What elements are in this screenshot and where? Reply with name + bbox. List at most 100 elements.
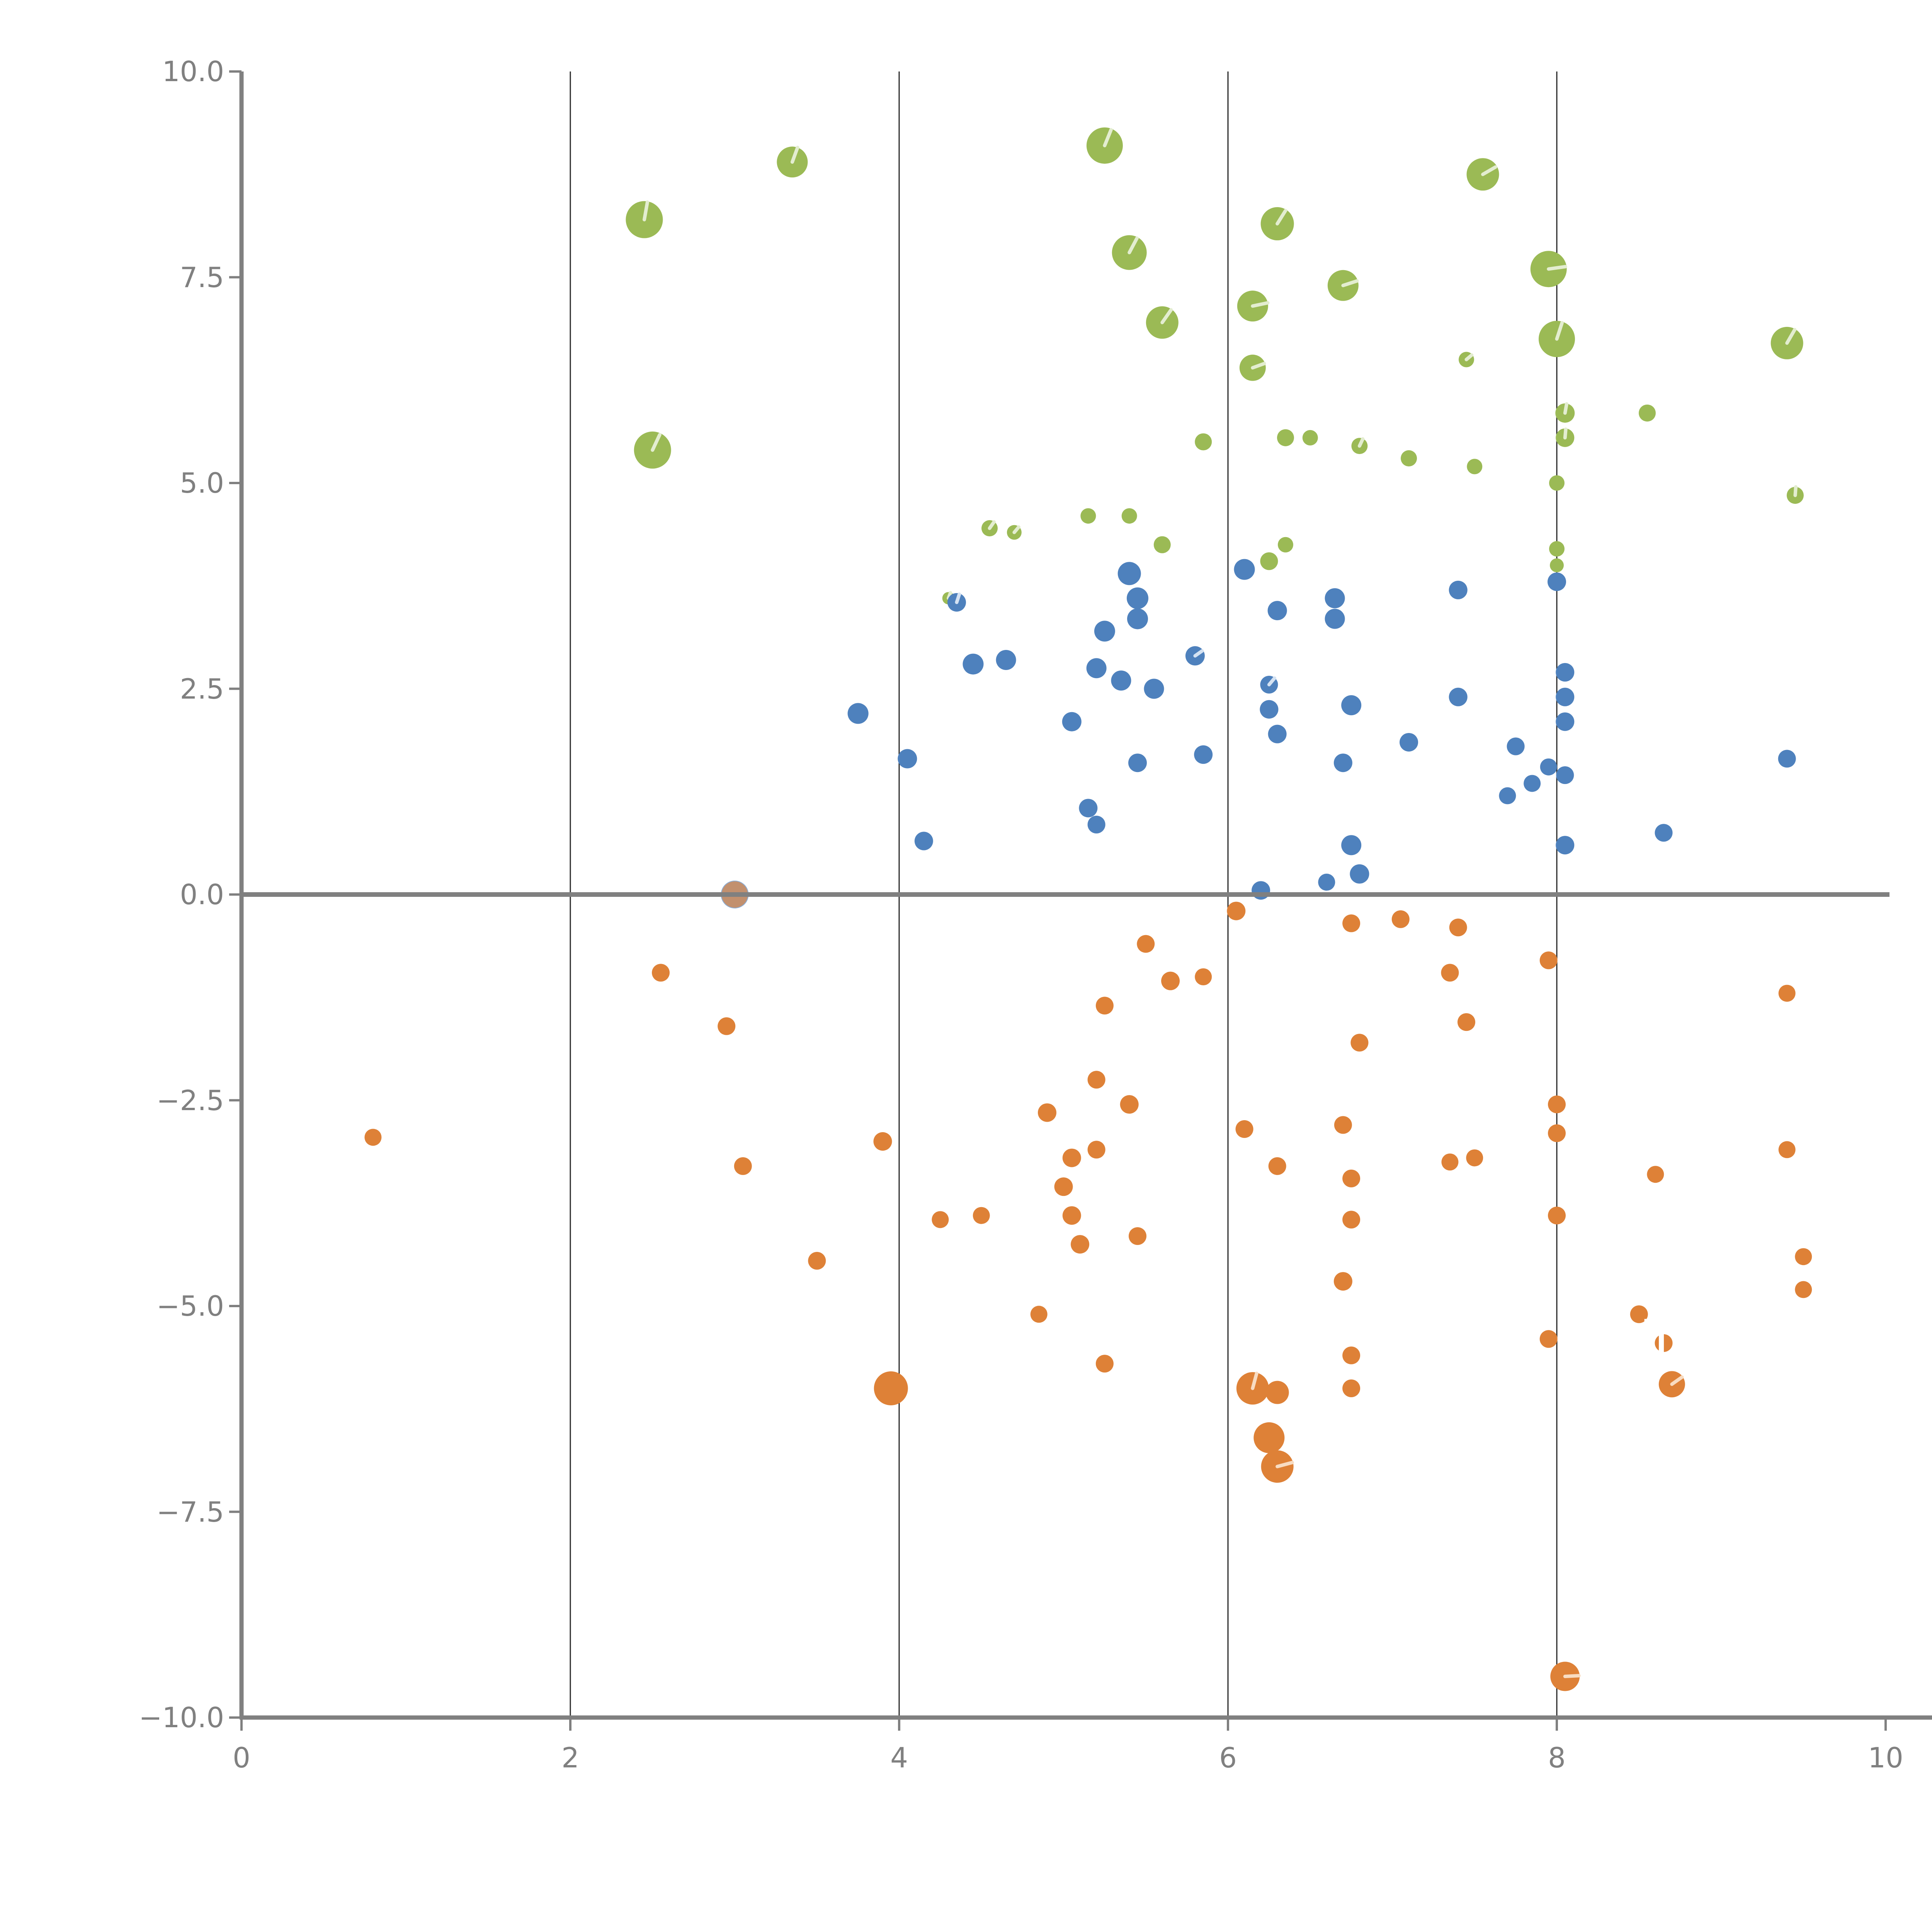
data-point-marker[interactable] xyxy=(1095,1355,1114,1373)
data-point-marker[interactable] xyxy=(1441,964,1459,982)
data-point-marker[interactable] xyxy=(1265,1381,1289,1404)
data-point-marker[interactable] xyxy=(1507,737,1525,755)
data-point-marker[interactable] xyxy=(1441,1153,1459,1171)
data-point-marker[interactable] xyxy=(1467,459,1483,474)
data-point-marker[interactable] xyxy=(1144,679,1164,699)
data-point-marker[interactable] xyxy=(1128,1227,1146,1245)
data-point-marker[interactable] xyxy=(1350,864,1369,884)
data-point-marker[interactable] xyxy=(1267,601,1287,621)
data-point-marker[interactable] xyxy=(1079,799,1098,818)
data-point-marker[interactable] xyxy=(1054,1177,1073,1196)
data-point-marker[interactable] xyxy=(1137,935,1155,953)
data-point-marker[interactable] xyxy=(1556,687,1575,706)
data-point-marker[interactable] xyxy=(1161,971,1180,990)
data-point-marker[interactable] xyxy=(1778,1141,1796,1158)
data-point-marker[interactable] xyxy=(1128,753,1147,772)
data-point-marker[interactable] xyxy=(847,703,869,724)
data-point-marker[interactable] xyxy=(1549,475,1565,491)
data-point-marker[interactable] xyxy=(1080,508,1096,524)
data-point-marker[interactable] xyxy=(1342,1169,1361,1187)
data-point-marker[interactable] xyxy=(1121,508,1137,524)
data-point-marker[interactable] xyxy=(1449,918,1467,937)
data-point-marker[interactable] xyxy=(1341,695,1362,716)
data-point-marker[interactable] xyxy=(1071,1235,1090,1254)
data-point-marker[interactable] xyxy=(1234,559,1255,580)
data-point-marker[interactable] xyxy=(1556,663,1575,682)
data-point-marker[interactable] xyxy=(1087,1071,1105,1089)
data-point-marker[interactable] xyxy=(1094,621,1115,642)
data-point-marker[interactable] xyxy=(1030,1306,1048,1323)
data-point-marker[interactable] xyxy=(1342,914,1361,932)
data-point-marker[interactable] xyxy=(1195,433,1212,451)
data-point-marker[interactable] xyxy=(364,1129,382,1146)
data-point-marker[interactable] xyxy=(1087,1141,1105,1159)
data-point-marker[interactable] xyxy=(1350,1034,1369,1052)
data-point-marker[interactable] xyxy=(1342,1379,1361,1397)
data-point-marker[interactable] xyxy=(1449,580,1468,599)
data-point-marker[interactable] xyxy=(1795,1248,1812,1265)
data-point-marker[interactable] xyxy=(1524,775,1541,792)
data-point-marker[interactable] xyxy=(1540,758,1557,776)
data-point-marker[interactable] xyxy=(1268,1157,1286,1175)
data-point-marker[interactable] xyxy=(1087,815,1105,833)
data-point-marker[interactable] xyxy=(1550,558,1564,572)
data-point-marker[interactable] xyxy=(1499,787,1516,804)
data-point-marker[interactable] xyxy=(1062,1206,1081,1225)
data-point-marker[interactable] xyxy=(1325,609,1345,629)
data-point-marker[interactable] xyxy=(1647,1166,1664,1183)
data-point-marker[interactable] xyxy=(874,1371,908,1405)
data-point-marker[interactable] xyxy=(1548,572,1566,591)
data-point-marker[interactable] xyxy=(1639,404,1656,422)
data-point-marker[interactable] xyxy=(1548,1095,1566,1114)
data-point-marker[interactable] xyxy=(1062,1148,1081,1167)
data-point-marker[interactable] xyxy=(1252,881,1270,900)
data-point-marker[interactable] xyxy=(1126,587,1148,609)
data-point-marker[interactable] xyxy=(963,653,984,675)
data-point-marker[interactable] xyxy=(1268,724,1287,743)
data-point-marker[interactable] xyxy=(808,1252,826,1270)
data-point-marker[interactable] xyxy=(1325,588,1345,609)
data-point-marker[interactable] xyxy=(718,1017,736,1035)
data-point-marker[interactable] xyxy=(1342,1211,1361,1229)
data-point-marker[interactable] xyxy=(1539,951,1558,969)
data-point-marker[interactable] xyxy=(1333,753,1352,772)
data-point-marker[interactable] xyxy=(1655,824,1673,842)
data-point-marker[interactable] xyxy=(1556,836,1575,855)
data-point-marker[interactable] xyxy=(1277,537,1293,553)
data-point-marker[interactable] xyxy=(1548,1124,1566,1142)
data-point-marker[interactable] xyxy=(1277,429,1294,446)
data-point-marker[interactable] xyxy=(973,1207,990,1224)
data-point-marker[interactable] xyxy=(734,1157,752,1175)
data-point-marker[interactable] xyxy=(1391,910,1410,928)
data-point-marker[interactable] xyxy=(873,1132,892,1151)
data-point-marker[interactable] xyxy=(1795,1281,1812,1298)
data-point-marker[interactable] xyxy=(1548,1206,1566,1225)
data-point-marker[interactable] xyxy=(1227,901,1246,920)
data-point-marker[interactable] xyxy=(1556,766,1574,784)
data-point-marker[interactable] xyxy=(1235,1120,1253,1138)
data-point-marker[interactable] xyxy=(932,1211,949,1228)
data-point-marker[interactable] xyxy=(652,964,670,982)
data-point-marker[interactable] xyxy=(1302,430,1318,446)
data-point-marker[interactable] xyxy=(1037,1103,1056,1122)
data-point-marker[interactable] xyxy=(1194,745,1213,764)
data-point-marker[interactable] xyxy=(1539,1330,1558,1348)
data-point-marker[interactable] xyxy=(1120,1095,1139,1114)
data-point-marker[interactable] xyxy=(1549,541,1565,557)
data-point-marker[interactable] xyxy=(1117,562,1141,585)
data-point-marker[interactable] xyxy=(1341,835,1362,855)
data-point-marker[interactable] xyxy=(1195,968,1212,985)
data-point-marker[interactable] xyxy=(1556,712,1575,731)
data-point-marker[interactable] xyxy=(1062,712,1082,731)
data-point-marker[interactable] xyxy=(914,832,933,850)
data-point-marker[interactable] xyxy=(1111,670,1131,691)
data-point-marker[interactable] xyxy=(1449,687,1468,706)
data-point-marker[interactable] xyxy=(1342,1346,1361,1364)
data-point-marker[interactable] xyxy=(1253,1422,1285,1453)
data-point-marker[interactable] xyxy=(1260,552,1278,570)
data-point-marker[interactable] xyxy=(1318,874,1335,891)
data-point-marker[interactable] xyxy=(1260,700,1279,719)
data-point-marker[interactable] xyxy=(1334,1116,1352,1134)
data-point-marker[interactable] xyxy=(1095,997,1114,1015)
data-point-marker[interactable] xyxy=(1466,1149,1483,1167)
